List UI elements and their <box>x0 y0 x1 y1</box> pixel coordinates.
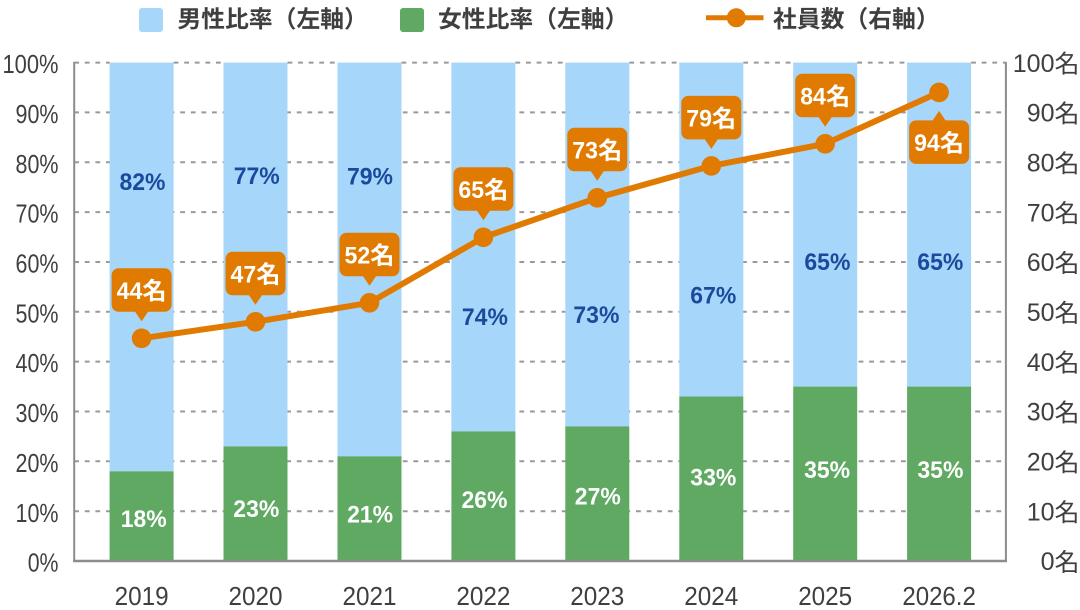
svg-text:65%: 65% <box>917 249 963 276</box>
svg-text:35%: 35% <box>804 457 850 484</box>
svg-text:84: 84 <box>800 84 826 111</box>
svg-text:100%: 100% <box>3 49 59 79</box>
svg-text:65%: 65% <box>804 249 850 276</box>
svg-text:94: 94 <box>914 130 940 157</box>
svg-text:67%: 67% <box>690 282 736 309</box>
svg-text:2024: 2024 <box>684 583 738 610</box>
svg-text:65: 65 <box>458 177 484 204</box>
svg-text:0: 0 <box>1041 548 1055 576</box>
svg-text:20: 20 <box>1027 449 1055 477</box>
svg-text:33%: 33% <box>690 465 736 492</box>
svg-text:20%: 20% <box>16 448 59 478</box>
svg-text:21%: 21% <box>347 501 393 528</box>
svg-text:52: 52 <box>345 243 371 270</box>
svg-text:2020: 2020 <box>229 583 283 610</box>
svg-text:47: 47 <box>231 262 257 289</box>
svg-text:50: 50 <box>1027 299 1055 327</box>
svg-text:44: 44 <box>117 278 143 305</box>
svg-text:60: 60 <box>1027 249 1055 277</box>
svg-text:2025: 2025 <box>798 583 852 610</box>
svg-text:18%: 18% <box>121 506 167 533</box>
svg-text:74%: 74% <box>462 304 508 331</box>
svg-text:90: 90 <box>1027 100 1055 128</box>
svg-text:90%: 90% <box>16 99 59 129</box>
svg-text:70: 70 <box>1027 199 1055 227</box>
svg-text:10: 10 <box>1027 498 1055 526</box>
svg-text:60%: 60% <box>16 249 59 279</box>
svg-text:79: 79 <box>686 106 712 133</box>
svg-text:30: 30 <box>1027 399 1055 427</box>
svg-text:40: 40 <box>1027 349 1055 377</box>
svg-text:2021: 2021 <box>343 583 397 610</box>
svg-text:23%: 23% <box>233 496 279 523</box>
svg-text:30%: 30% <box>16 398 59 428</box>
svg-text:2019: 2019 <box>115 583 169 610</box>
svg-text:82%: 82% <box>120 169 166 196</box>
svg-text:10%: 10% <box>16 498 59 528</box>
svg-text:40%: 40% <box>16 348 59 378</box>
svg-text:2026.2: 2026.2 <box>902 583 976 610</box>
svg-text:35%: 35% <box>917 457 963 484</box>
svg-text:50%: 50% <box>16 298 59 328</box>
svg-text:70%: 70% <box>16 199 59 229</box>
svg-text:80: 80 <box>1027 150 1055 178</box>
svg-text:79%: 79% <box>347 163 393 190</box>
svg-text:73%: 73% <box>573 302 619 329</box>
svg-text:73: 73 <box>572 138 598 165</box>
svg-text:2023: 2023 <box>570 583 624 610</box>
svg-text:80%: 80% <box>16 149 59 179</box>
svg-text:2022: 2022 <box>456 583 510 610</box>
svg-text:77%: 77% <box>234 163 280 190</box>
svg-text:100: 100 <box>1013 50 1055 78</box>
svg-text:0%: 0% <box>28 548 59 578</box>
svg-text:26%: 26% <box>462 487 508 514</box>
svg-text:27%: 27% <box>575 483 621 510</box>
